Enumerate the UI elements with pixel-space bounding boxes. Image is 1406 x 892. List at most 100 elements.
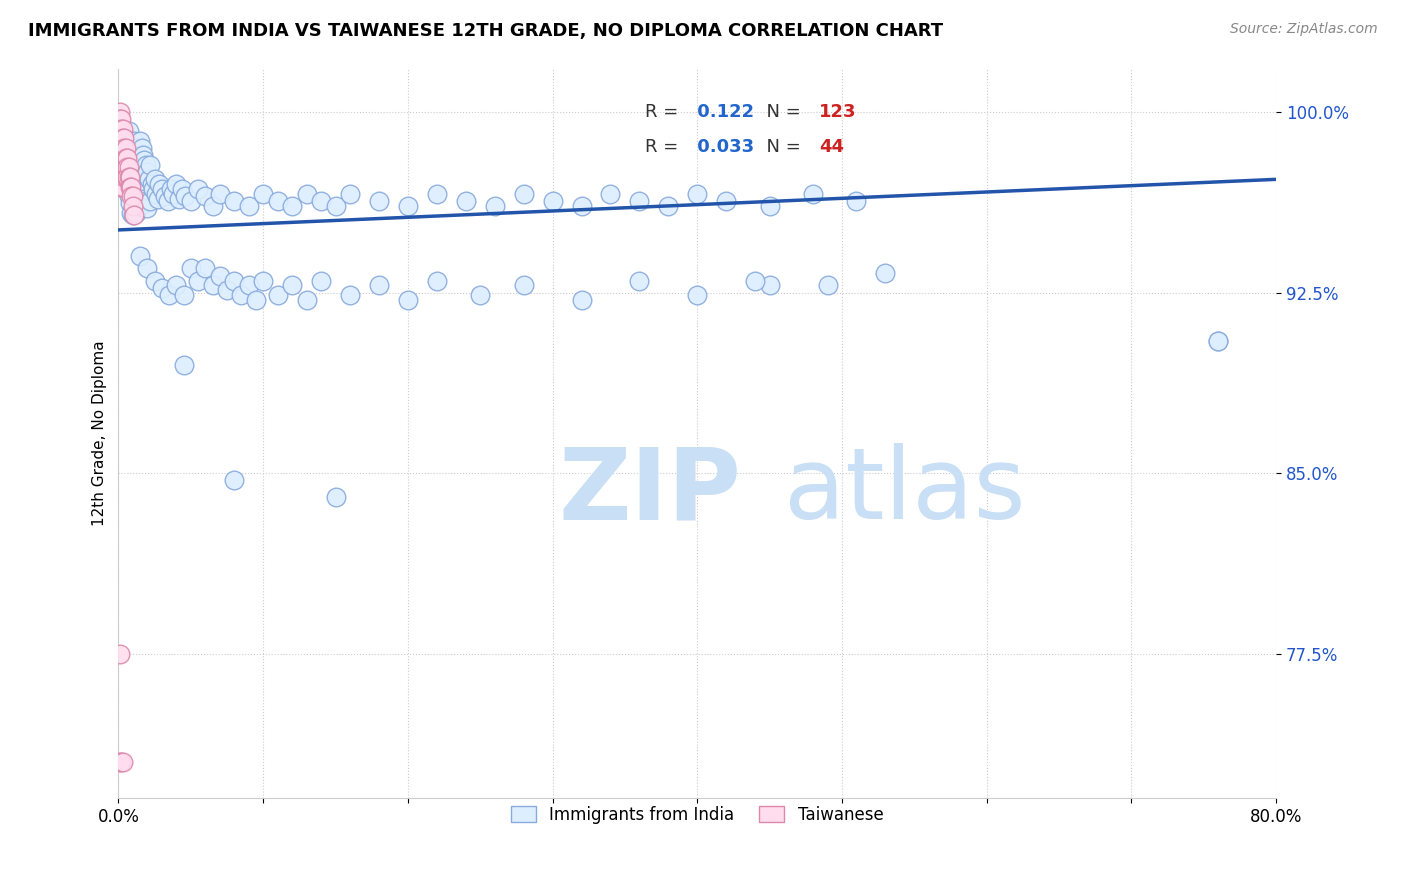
Point: [108, 756, 131, 770]
Point: [111, 121, 134, 136]
Point: [111, 179, 134, 194]
Point: [309, 273, 332, 287]
Point: [281, 278, 304, 293]
Point: [194, 189, 217, 203]
Text: N =: N =: [755, 103, 807, 121]
Text: 0.122: 0.122: [692, 103, 755, 121]
Text: R =: R =: [645, 103, 685, 121]
Point: [396, 199, 419, 213]
Point: [1206, 334, 1229, 348]
Point: [111, 131, 134, 145]
Point: [110, 153, 132, 167]
Point: [110, 141, 132, 155]
Point: [157, 288, 180, 302]
Point: [122, 209, 145, 223]
Text: Source: ZipAtlas.com: Source: ZipAtlas.com: [1230, 22, 1378, 37]
Point: [127, 182, 149, 196]
Point: [484, 199, 506, 213]
Point: [571, 293, 593, 307]
Point: [295, 186, 318, 201]
Point: [135, 158, 157, 172]
Point: [111, 169, 134, 184]
Point: [110, 112, 132, 127]
Text: 44: 44: [818, 137, 844, 155]
Point: [129, 199, 152, 213]
Point: [136, 201, 159, 215]
Point: [129, 249, 152, 263]
Point: [238, 278, 260, 293]
Point: [1206, 334, 1229, 348]
Point: [162, 186, 184, 201]
Point: [139, 158, 162, 172]
Point: [165, 177, 187, 191]
Point: [121, 141, 143, 155]
Text: R =: R =: [645, 137, 685, 155]
Point: [224, 194, 246, 208]
Point: [112, 128, 135, 143]
Point: [817, 278, 839, 293]
Point: [145, 186, 167, 201]
Point: [512, 278, 534, 293]
Point: [121, 172, 143, 186]
Point: [142, 182, 165, 196]
Point: [112, 141, 135, 155]
Point: [129, 165, 152, 179]
Text: 0.033: 0.033: [692, 137, 755, 155]
Point: [114, 151, 136, 165]
Point: [122, 145, 145, 160]
Point: [132, 185, 155, 199]
Point: [231, 288, 253, 302]
Point: [111, 151, 134, 165]
Point: [325, 491, 347, 505]
Point: [744, 273, 766, 287]
Point: [121, 189, 143, 203]
Point: [758, 278, 780, 293]
Point: [114, 134, 136, 148]
Point: [108, 104, 131, 119]
Point: [136, 261, 159, 276]
Point: [136, 165, 159, 179]
Point: [716, 194, 738, 208]
Point: [201, 199, 224, 213]
Point: [115, 151, 138, 165]
Point: [125, 172, 148, 186]
Point: [238, 199, 260, 213]
Point: [281, 199, 304, 213]
Point: [172, 182, 194, 196]
Point: [117, 124, 139, 138]
Point: [146, 192, 169, 206]
Point: [153, 189, 176, 203]
Point: [541, 194, 564, 208]
Point: [108, 141, 131, 155]
Text: 123: 123: [818, 103, 856, 121]
Point: [801, 186, 824, 201]
Point: [134, 153, 156, 167]
Point: [127, 148, 149, 162]
Point: [367, 278, 389, 293]
Point: [339, 288, 361, 302]
Point: [118, 165, 141, 179]
Point: [339, 186, 361, 201]
Point: [295, 293, 318, 307]
Point: [125, 206, 148, 220]
Point: [187, 182, 209, 196]
Point: [110, 121, 132, 136]
Point: [115, 148, 138, 162]
Point: [266, 194, 288, 208]
Point: [114, 141, 136, 155]
Point: [167, 192, 190, 206]
Point: [131, 141, 153, 155]
Point: [108, 161, 131, 175]
Point: [114, 169, 136, 184]
Y-axis label: 12th Grade, No Diploma: 12th Grade, No Diploma: [93, 341, 107, 526]
Point: [512, 186, 534, 201]
Point: [110, 756, 132, 770]
Point: [201, 278, 224, 293]
Point: [131, 177, 153, 191]
Point: [657, 199, 679, 213]
Point: [180, 194, 202, 208]
Point: [143, 273, 166, 287]
Point: [875, 266, 897, 280]
Point: [208, 268, 231, 283]
Point: [112, 169, 135, 184]
